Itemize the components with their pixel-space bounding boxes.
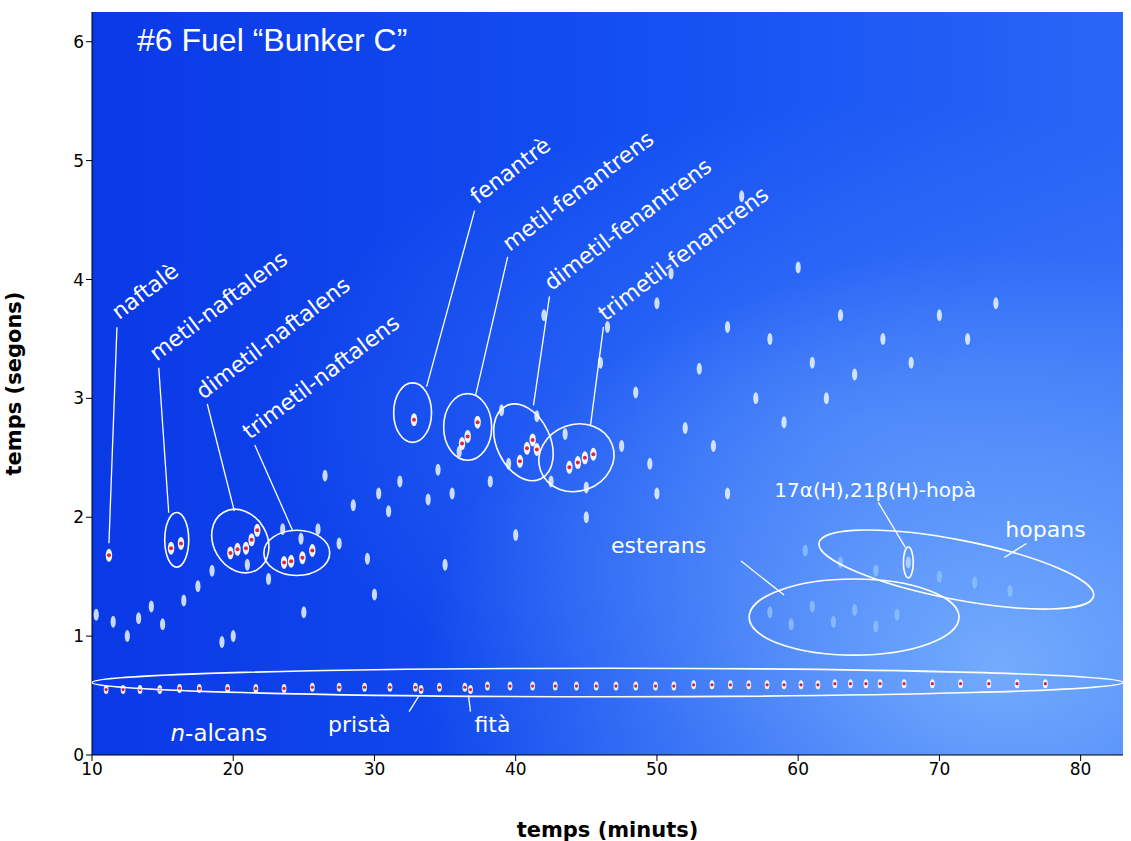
svg-text:n-alcans: n-alcans xyxy=(171,720,268,746)
svg-text:esterans: esterans xyxy=(611,533,706,558)
svg-text:70: 70 xyxy=(929,759,951,779)
svg-text:dimetil-naftalens: dimetil-naftalens xyxy=(191,272,355,404)
svg-text:metil-naftalens: metil-naftalens xyxy=(144,246,293,366)
svg-text:40: 40 xyxy=(505,759,527,779)
svg-text:10: 10 xyxy=(81,759,103,779)
svg-text:6: 6 xyxy=(73,32,84,52)
svg-text:fità: fità xyxy=(475,712,511,737)
svg-text:trimetil-fenantrens: trimetil-fenantrens xyxy=(593,182,773,326)
svg-text:5: 5 xyxy=(73,151,84,171)
svg-text:hopans: hopans xyxy=(1005,517,1085,542)
svg-text:dimetil-fenantrens: dimetil-fenantrens xyxy=(539,153,716,295)
svg-text:trimetil-naftalens: trimetil-naftalens xyxy=(238,310,404,444)
svg-text:temps (minuts): temps (minuts) xyxy=(517,818,699,841)
svg-text:metil-fenantrens: metil-fenantrens xyxy=(498,126,659,256)
svg-text:0: 0 xyxy=(73,745,84,765)
svg-text:30: 30 xyxy=(364,759,386,779)
html-text:#6 Fuel “Bunker C”: #6 Fuel “Bunker C” xyxy=(137,22,408,58)
svg-text:50: 50 xyxy=(646,759,668,779)
svg-text:80: 80 xyxy=(1070,759,1092,779)
svg-text:3: 3 xyxy=(73,388,84,408)
svg-text:pristà: pristà xyxy=(328,712,391,737)
svg-text:temps (segons): temps (segons) xyxy=(2,292,26,476)
svg-text:1: 1 xyxy=(73,626,84,646)
svg-text:20: 20 xyxy=(222,759,244,779)
svg-text:60: 60 xyxy=(787,759,809,779)
svg-text:2: 2 xyxy=(73,507,84,527)
svg-text:17α(H),21β(H)-hopà: 17α(H),21β(H)-hopà xyxy=(774,478,976,502)
svg-text:fenantrè: fenantrè xyxy=(466,132,556,208)
svg-text:4: 4 xyxy=(73,270,84,290)
svg-text:naftalè: naftalè xyxy=(107,258,183,324)
